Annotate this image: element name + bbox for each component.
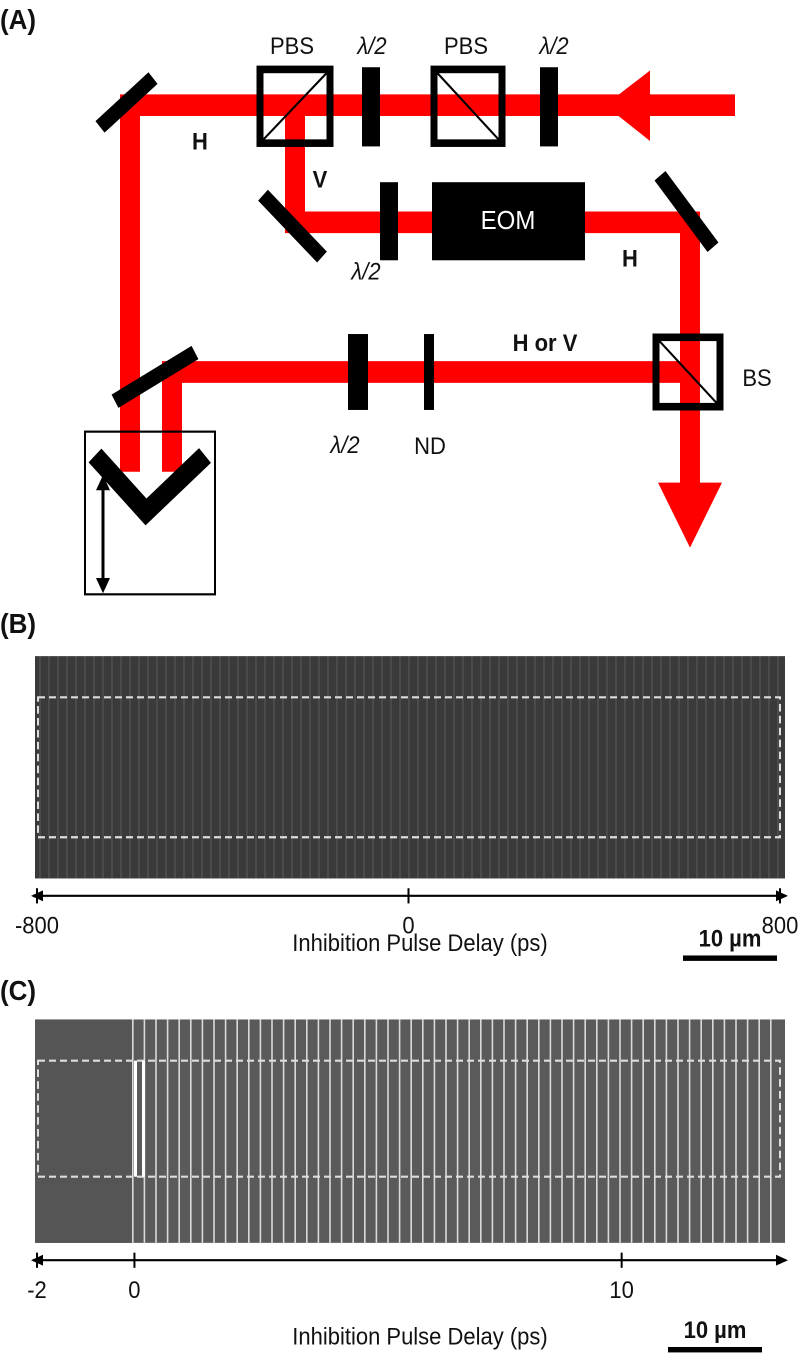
bs-diagonal [657,338,719,406]
component-label: λ/2 [350,258,381,285]
scale-bar [668,1346,762,1353]
mirror [95,72,158,133]
axis-title: Inhibition Pulse Delay (ps) [292,929,547,956]
tick-label: -800 [15,912,59,939]
axis-title: Inhibition Pulse Delay (ps) [292,1323,547,1350]
tick-label: 800 [762,912,799,939]
waveplate [540,67,558,147]
arrow-head [96,475,110,491]
nd-filter [424,334,434,410]
waveplate [380,182,398,261]
pbs [256,65,334,147]
beam [120,94,735,472]
mirror [654,170,719,253]
tick-label: -2 [27,1276,47,1303]
polarization-label: H [622,245,638,272]
roi-box [37,1059,781,1178]
panel-label: (B) [0,607,36,639]
tick-label: 10 [609,1276,633,1303]
component-label: λ/2 [356,32,387,59]
component-label: PBS [270,32,314,59]
stage-box [84,430,216,596]
component-label: BS [742,364,771,391]
eom-box [432,182,585,261]
scale-bar-label: 10 µm [699,925,762,952]
sem-image [35,656,785,879]
polarization-label: H [192,128,208,155]
pbs [430,65,506,147]
retroreflector [88,448,211,526]
component-label: λ/2 [329,431,360,458]
arrow-head [605,70,650,141]
mirror [111,345,199,408]
bs [652,333,724,411]
scale-bar-label: 10 µm [684,1316,747,1343]
arrow-head [96,578,110,594]
tick-label: 0 [128,1276,140,1303]
panel-label: (A) [0,3,36,35]
arrow-head [658,482,722,548]
scale-bar [683,955,777,961]
tick-label: 0 [402,912,414,939]
sem-region [35,1019,132,1243]
component-label: ND [414,432,446,459]
pbs-diagonal [261,70,329,142]
polarization-label: H or V [513,329,578,356]
waveplate [348,334,368,410]
bright-line [134,1060,137,1177]
bright-line [142,1060,145,1177]
axis-arrow [776,890,788,902]
component-label: λ/2 [538,32,569,59]
sem-image [35,1019,785,1243]
component-label: EOM [481,206,536,235]
roi-box [37,696,781,839]
component-label: PBS [444,32,488,59]
panel-a: (A) PBS λ/2 PBS λ/2 H V λ/2 [0,3,772,596]
panel-label: (C) [0,974,36,1006]
polarization-label: V [313,166,328,193]
mirror [258,189,327,263]
axis-arrow [776,1254,788,1266]
pbs-diagonal [435,70,501,142]
waveplate [362,67,380,147]
